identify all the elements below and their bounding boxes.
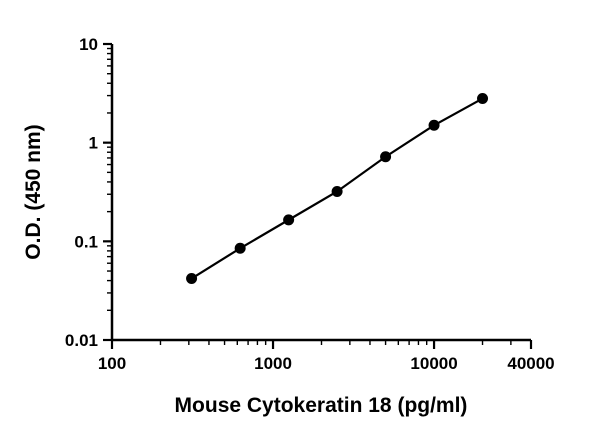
y-tick-label: 10 bbox=[79, 35, 98, 54]
y-axis-title: O.D. (450 nm) bbox=[22, 124, 45, 259]
x-axis-title: Mouse Cytokeratin 18 (pg/ml) bbox=[175, 394, 468, 417]
x-tick-label: 100 bbox=[98, 354, 126, 373]
data-point bbox=[283, 214, 295, 226]
data-point bbox=[477, 93, 489, 105]
data-point bbox=[380, 151, 392, 163]
y-tick-label: 0.1 bbox=[74, 232, 98, 251]
y-tick-label: 1 bbox=[89, 134, 98, 153]
data-point bbox=[234, 242, 246, 254]
y-tick-label: 0.01 bbox=[65, 331, 98, 350]
data-point bbox=[428, 119, 440, 131]
x-tick-label: 1000 bbox=[254, 354, 292, 373]
x-tick-label: 10000 bbox=[410, 354, 457, 373]
x-tick-label: 40000 bbox=[507, 354, 554, 373]
data-point bbox=[331, 185, 343, 197]
plot-area: 100 1000 10000 40000 0.01 0.1 1 10 bbox=[65, 35, 555, 373]
data-point bbox=[186, 273, 198, 285]
